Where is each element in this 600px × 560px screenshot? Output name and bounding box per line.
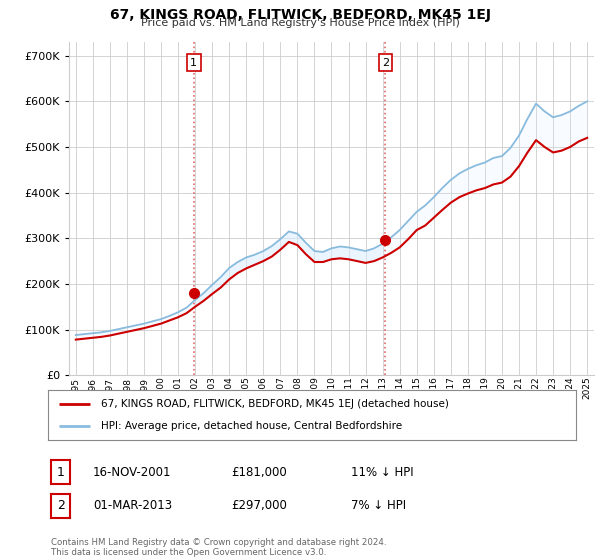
Text: 1: 1 xyxy=(190,58,197,68)
Text: 67, KINGS ROAD, FLITWICK, BEDFORD, MK45 1EJ: 67, KINGS ROAD, FLITWICK, BEDFORD, MK45 … xyxy=(110,8,491,22)
Text: 11% ↓ HPI: 11% ↓ HPI xyxy=(351,466,413,479)
Text: 2: 2 xyxy=(382,58,389,68)
Text: 1: 1 xyxy=(56,466,65,479)
Text: £181,000: £181,000 xyxy=(231,466,287,479)
Text: £297,000: £297,000 xyxy=(231,500,287,512)
Text: 67, KINGS ROAD, FLITWICK, BEDFORD, MK45 1EJ (detached house): 67, KINGS ROAD, FLITWICK, BEDFORD, MK45 … xyxy=(101,399,449,409)
Text: Price paid vs. HM Land Registry's House Price Index (HPI): Price paid vs. HM Land Registry's House … xyxy=(140,18,460,29)
Text: 16-NOV-2001: 16-NOV-2001 xyxy=(93,466,172,479)
Text: 01-MAR-2013: 01-MAR-2013 xyxy=(93,500,172,512)
Text: 7% ↓ HPI: 7% ↓ HPI xyxy=(351,500,406,512)
Text: 2: 2 xyxy=(56,500,65,512)
Text: HPI: Average price, detached house, Central Bedfordshire: HPI: Average price, detached house, Cent… xyxy=(101,421,402,431)
Text: Contains HM Land Registry data © Crown copyright and database right 2024.
This d: Contains HM Land Registry data © Crown c… xyxy=(51,538,386,557)
